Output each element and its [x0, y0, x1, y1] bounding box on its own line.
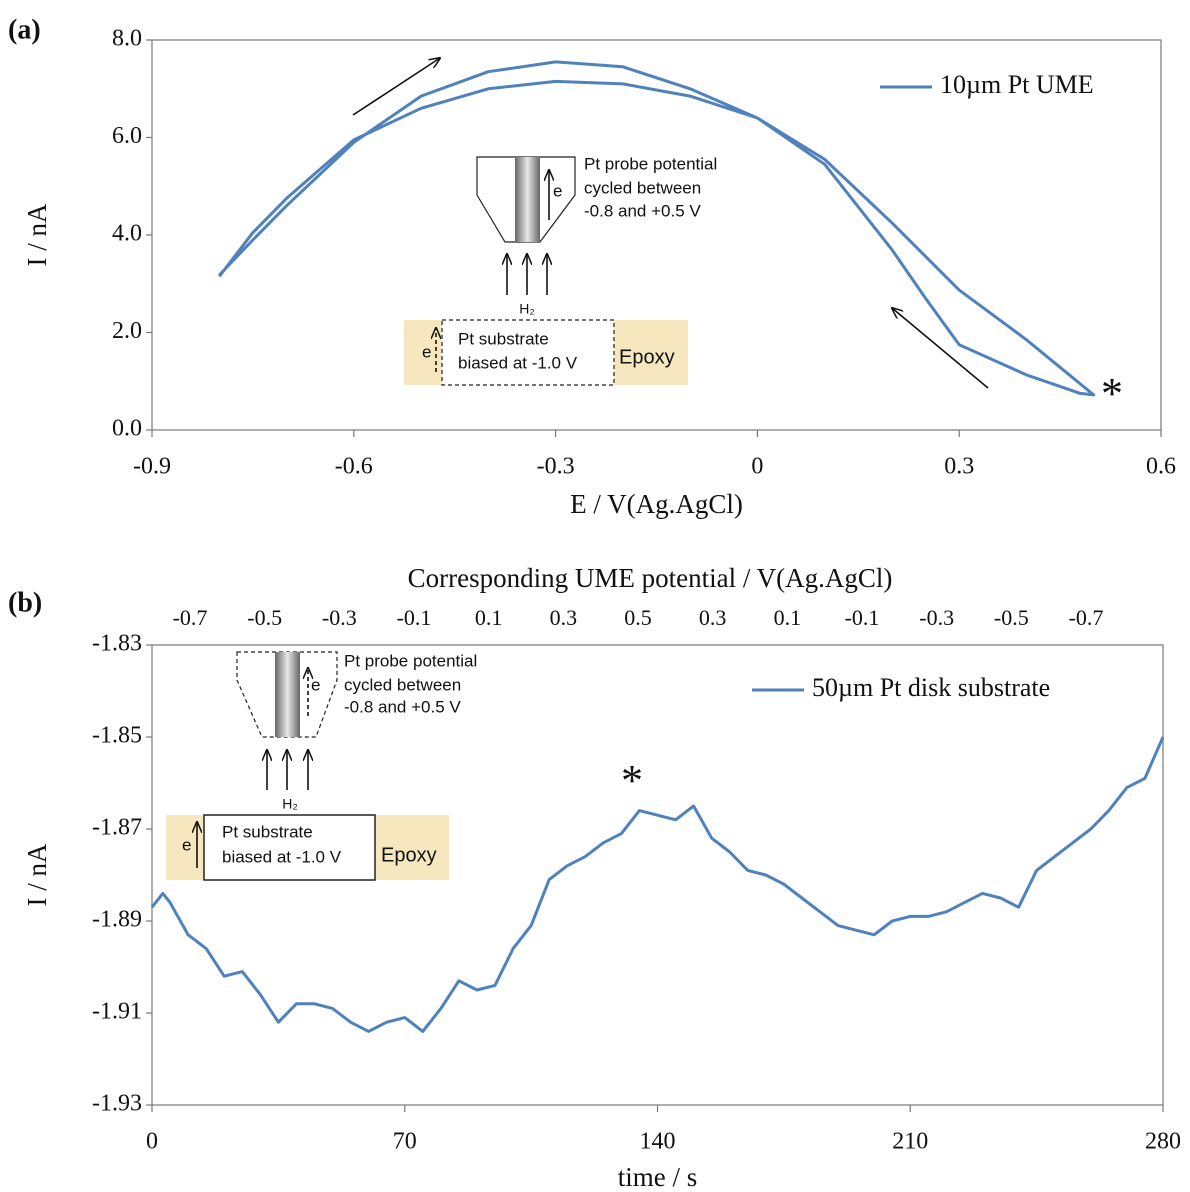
inset-text: -0.8 and +0.5 V — [344, 697, 461, 716]
inset-text: biased at -1.0 V — [222, 847, 342, 866]
x-tick-label: 0.3 — [944, 454, 974, 480]
x-axis-label: E / V(Ag.AgCl) — [570, 489, 743, 519]
inset-text: e — [182, 835, 191, 854]
inset-text: Pt substrate — [222, 822, 313, 841]
inset-text: Epoxy — [381, 844, 437, 866]
y-tick-label: 8.0 — [112, 26, 142, 52]
panel-label: (b) — [8, 587, 42, 618]
x-tick-label: -0.3 — [537, 454, 575, 480]
inset-b: Pt probe potential cycled between -0.8 a… — [166, 651, 643, 881]
inset-text: H₂ — [282, 796, 298, 812]
top-tick-label: -0.5 — [994, 605, 1029, 630]
inset-text: e — [422, 342, 431, 361]
legend-label: 10µm Pt UME — [940, 70, 1094, 99]
y-axis-label: I / nA — [22, 843, 52, 906]
arrow — [352, 58, 440, 116]
top-tick-label: 0.3 — [699, 605, 727, 630]
inset-text: Pt probe potential — [584, 154, 717, 173]
y-tick-label: -1.85 — [92, 723, 142, 749]
inset-text: Pt probe potential — [344, 651, 477, 670]
inset-text: cycled between — [584, 178, 701, 197]
top-tick-label: -0.1 — [845, 605, 880, 630]
x-tick-label: 70 — [393, 1129, 417, 1155]
y-tick-label: 6.0 — [112, 123, 142, 149]
inset-text: e — [553, 181, 562, 200]
top-tick-label: 0.1 — [475, 605, 503, 630]
substrate — [203, 814, 376, 881]
y-tick-label: 2.0 — [112, 318, 142, 344]
top-tick-label: -0.3 — [919, 605, 954, 630]
x-tick-label: 0 — [751, 454, 763, 480]
inset-a: Pt probe potential cycled between -0.8 a… — [352, 58, 1123, 418]
arrow — [892, 308, 989, 389]
substrate — [441, 319, 615, 386]
y-tick-label: -1.89 — [92, 907, 142, 933]
y-axis-label: I / nA — [22, 203, 52, 266]
top-tick-label: 0.1 — [774, 605, 802, 630]
top-tick-label: -0.1 — [397, 605, 432, 630]
top-tick-label: -0.7 — [173, 605, 208, 630]
y-tick-label: -1.83 — [92, 631, 142, 657]
inset-text: biased at -1.0 V — [458, 353, 578, 372]
inset-text: -0.8 and +0.5 V — [584, 201, 701, 220]
data-line — [218, 60, 1096, 397]
top-axis-label: Corresponding UME potential / V(Ag.AgCl) — [408, 563, 893, 593]
x-tick-label: 0.6 — [1146, 454, 1176, 480]
probe-wire — [515, 157, 540, 242]
top-tick-label: 0.3 — [550, 605, 578, 630]
inset-text: cycled between — [344, 675, 461, 694]
top-tick-label: -0.5 — [247, 605, 282, 630]
x-tick-label: 140 — [640, 1129, 676, 1155]
x-tick-label: -0.9 — [133, 454, 171, 480]
x-tick-label: 210 — [892, 1129, 928, 1155]
y-tick-label: -1.87 — [92, 815, 142, 841]
y-tick-label: 4.0 — [112, 221, 142, 247]
x-tick-label: 0 — [146, 1129, 158, 1155]
top-tick-label: 0.5 — [624, 605, 652, 630]
y-tick-label: -1.91 — [92, 999, 142, 1025]
probe-wire — [275, 652, 300, 737]
top-tick-label: -0.7 — [1069, 605, 1104, 630]
marker: * — [1101, 369, 1123, 418]
x-tick-label: 280 — [1145, 1129, 1181, 1155]
marker: * — [621, 756, 643, 805]
x-axis-label: time / s — [618, 1162, 698, 1192]
inset-text: Pt substrate — [458, 329, 549, 348]
inset-text: Epoxy — [619, 346, 675, 368]
y-tick-label: 0.0 — [112, 416, 142, 442]
inset-text: e — [311, 675, 320, 694]
top-tick-label: -0.3 — [322, 605, 357, 630]
inset-text: H₂ — [519, 301, 535, 317]
legend-label: 50µm Pt disk substrate — [812, 673, 1050, 702]
data-line — [150, 736, 1165, 1033]
x-tick-label: -0.6 — [335, 454, 373, 480]
panel-label: (a) — [8, 14, 41, 45]
y-tick-label: -1.93 — [92, 1091, 142, 1117]
